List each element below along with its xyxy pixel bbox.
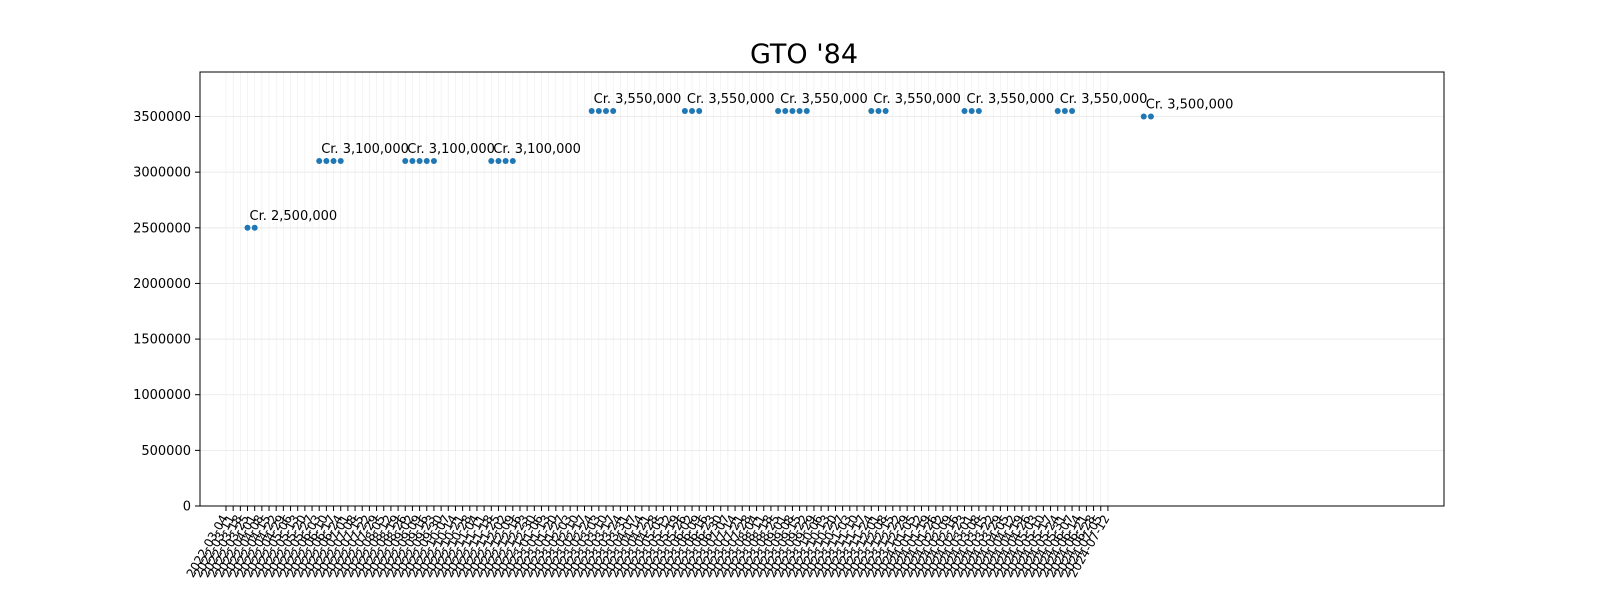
- plot-frame: [199, 71, 1445, 507]
- data-point: [1140, 113, 1147, 120]
- data-point: [803, 107, 810, 114]
- data-point: [1069, 107, 1076, 114]
- data-point: [402, 158, 409, 165]
- data-label: Cr. 3,100,000: [407, 142, 495, 157]
- data-point: [610, 107, 617, 114]
- data-point: [1147, 113, 1154, 120]
- y-tick-label: 2500000: [133, 221, 191, 236]
- data-point: [868, 107, 875, 114]
- data-point: [316, 158, 323, 165]
- data-label: Cr. 3,550,000: [873, 92, 961, 107]
- data-point: [796, 107, 803, 114]
- data-label: Cr. 3,500,000: [1146, 98, 1234, 113]
- data-point: [588, 107, 595, 114]
- y-tick-label: 500000: [141, 444, 191, 459]
- data-label: Cr. 3,550,000: [967, 92, 1055, 107]
- data-point: [244, 224, 251, 231]
- data-point: [251, 224, 258, 231]
- data-point: [681, 107, 688, 114]
- data-label: Cr. 3,550,000: [780, 92, 868, 107]
- y-tick-label: 1500000: [133, 333, 191, 348]
- data-point: [323, 158, 330, 165]
- data-point: [968, 107, 975, 114]
- data-point: [603, 107, 610, 114]
- y-tick-label: 2000000: [133, 277, 191, 292]
- data-point: [502, 158, 509, 165]
- data-point: [1054, 107, 1061, 114]
- data-point: [782, 107, 789, 114]
- data-label: Cr. 2,500,000: [250, 209, 338, 224]
- y-tick-label: 3000000: [133, 166, 191, 181]
- x-axis: 2022-03-042022-03-112022-03-182022-03-25…: [184, 506, 1113, 580]
- data-point: [882, 107, 889, 114]
- data-point: [416, 158, 423, 165]
- y-tick-label: 1000000: [133, 388, 191, 403]
- data-point: [875, 107, 882, 114]
- data-label: Cr. 3,550,000: [687, 92, 775, 107]
- data-point: [789, 107, 796, 114]
- data-point: [337, 158, 344, 165]
- y-tick-label: 0: [183, 500, 191, 515]
- grid: [200, 72, 1444, 507]
- data-point: [495, 158, 502, 165]
- y-tick-label: 3500000: [133, 110, 191, 125]
- data-label: Cr. 3,100,000: [493, 142, 581, 157]
- data-point: [961, 107, 968, 114]
- chart-title: GTO '84: [750, 39, 858, 70]
- data-point: [430, 158, 437, 165]
- data-point: [696, 107, 703, 114]
- data-point: [595, 107, 602, 114]
- data-point: [509, 158, 516, 165]
- data-point: [488, 158, 495, 165]
- data-point: [330, 158, 337, 165]
- data-point: [689, 107, 696, 114]
- data-label: Cr. 3,550,000: [1060, 92, 1148, 107]
- data-label: Cr. 3,100,000: [321, 142, 409, 157]
- data-label: Cr. 3,550,000: [594, 92, 682, 107]
- y-axis: 0 500000 1000000 1500000 2000000 2500000 30000…: [133, 110, 200, 515]
- data-points: [244, 107, 1154, 231]
- data-point: [975, 107, 982, 114]
- data-point: [409, 158, 416, 165]
- data-point: [775, 107, 782, 114]
- data-point: [423, 158, 430, 165]
- data-point: [1061, 107, 1068, 114]
